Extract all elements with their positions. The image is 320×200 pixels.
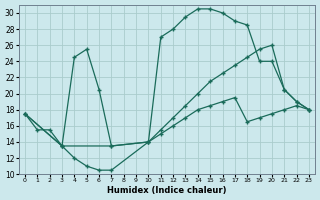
X-axis label: Humidex (Indice chaleur): Humidex (Indice chaleur) <box>107 186 227 195</box>
